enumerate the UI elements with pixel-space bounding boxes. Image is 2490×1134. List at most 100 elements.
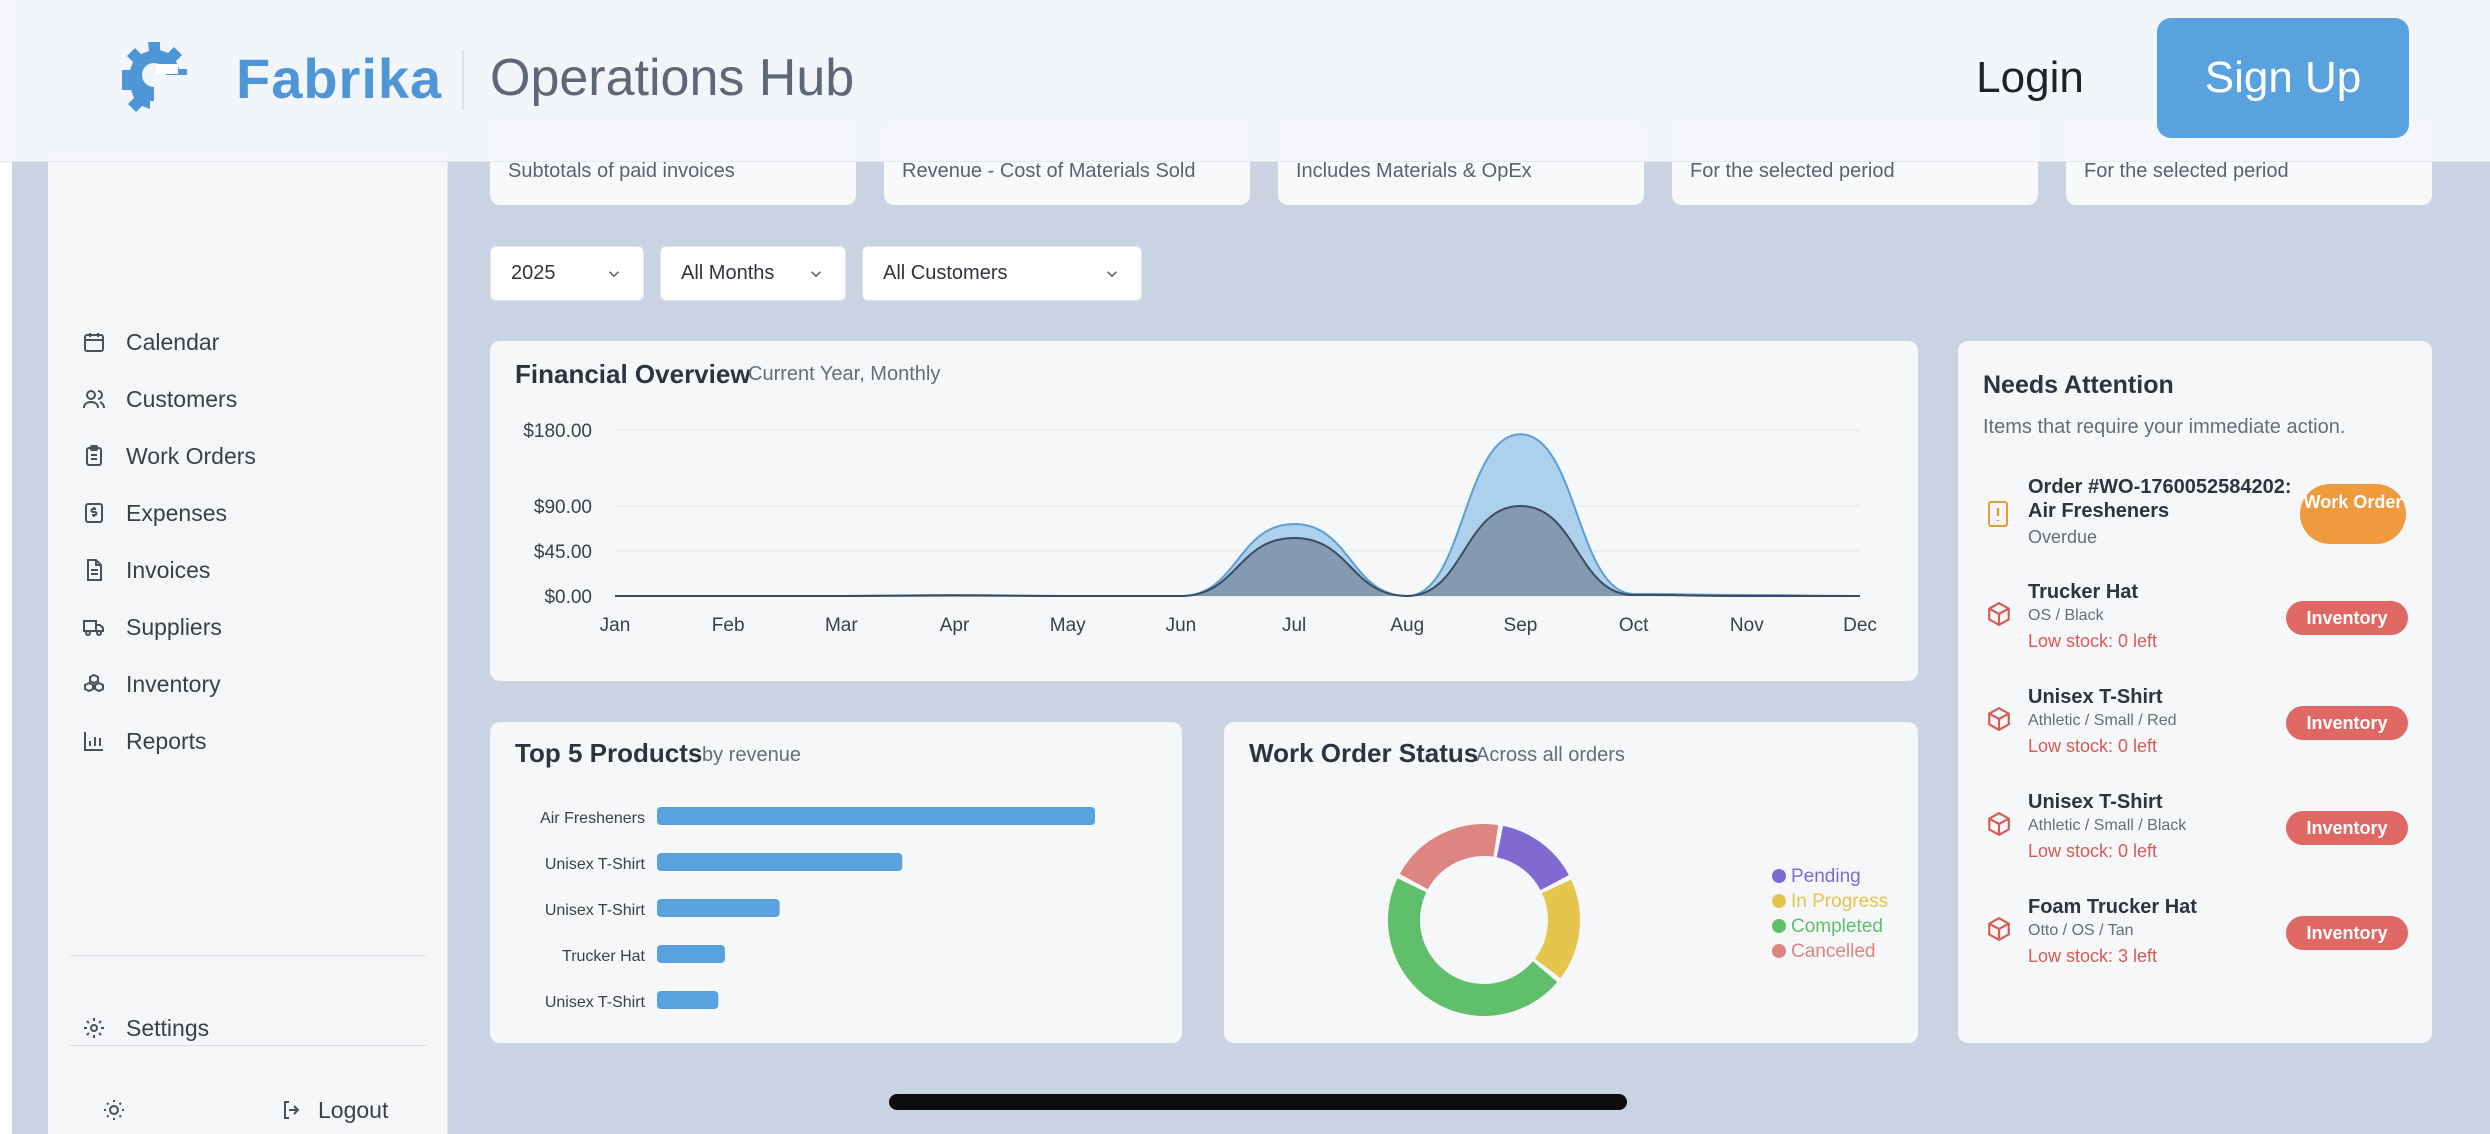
bar-category-label: Unisex T-Shirt (545, 902, 646, 919)
dollar-receipt-icon (85, 503, 103, 523)
legend-label: Completed (1791, 916, 1883, 937)
sidebar-item-label: Settings (126, 1014, 210, 1041)
users-icon (83, 390, 105, 409)
logout-icon (284, 1101, 300, 1119)
sidebar-divider (70, 955, 426, 956)
product-bar (657, 945, 725, 963)
sidebar-item-settings[interactable]: Settings (82, 1008, 209, 1048)
card-subtitle: Across all orders (1476, 744, 1625, 766)
top-products-bar-chart: Air Fresheners Unisex T-Shirt Unisex T-Shi… (540, 807, 1095, 1011)
kpi-subtitle: For the selected period (2084, 160, 2289, 182)
theme-toggle-button[interactable] (102, 1090, 126, 1130)
signup-button[interactable]: Sign Up (2157, 18, 2409, 138)
box-icon (1988, 601, 2010, 627)
attention-item-detail: Athletic / Small / Red (2028, 712, 2177, 729)
brand-name: Fabrika (236, 47, 443, 110)
card-subtitle: Items that require your immediate action… (1983, 416, 2346, 438)
product-bar (657, 853, 903, 871)
kpi-subtitle: Revenue - Cost of Materials Sold (902, 160, 1196, 182)
low-stock-alert: Low stock: 0 left (2028, 631, 2158, 651)
alert-file-icon (1988, 501, 2008, 527)
attention-item[interactable]: Trucker Hat OS / Black Low stock: 0 left… (1958, 577, 2408, 672)
header-divider (462, 50, 464, 110)
legend-label: In Progress (1791, 891, 1888, 912)
sidebar-item-reports[interactable]: Reports (82, 721, 207, 761)
attention-item-name-line2: Air Fresheners (2028, 500, 2170, 522)
sidebar-item-calendar[interactable]: Calendar (82, 322, 219, 362)
financial-area-chart: $180.00 $90.00 $45.00 $0.00 Jan Feb Mar Apr May J… (523, 421, 1877, 636)
sun-icon (104, 1100, 124, 1120)
sidebar: Calendar Customers Work Orders Expenses … (48, 150, 448, 1134)
chevron-down-icon (608, 270, 620, 277)
box-icon (1988, 706, 2010, 732)
sidebar-item-label: Work Orders (126, 442, 256, 469)
left-gutter (0, 0, 12, 1134)
sidebar-item-label: Suppliers (126, 613, 222, 640)
product-bar (657, 899, 780, 917)
gear-icon (84, 1018, 104, 1038)
attention-item[interactable]: Order #WO-1760052584202: Air Fresheners … (1958, 470, 2408, 565)
sidebar-item-label: Customers (126, 385, 238, 412)
sidebar-item-customers[interactable]: Customers (82, 379, 237, 419)
year-select[interactable]: 2025 (490, 246, 644, 301)
calendar-icon (84, 333, 104, 352)
donut-slice (1534, 879, 1580, 979)
legend-label: Cancelled (1791, 941, 1876, 962)
truck-icon (83, 620, 104, 636)
home-indicator (889, 1094, 1627, 1110)
file-text-icon (87, 559, 102, 581)
top-products-card: Top 5 Products by revenue Air Fresheners… (490, 722, 1182, 1043)
sidebar-item-work-orders[interactable]: Work Orders (82, 436, 256, 476)
donut-slice (1399, 824, 1499, 890)
attention-item[interactable]: Foam Trucker Hat Otto / OS / Tan Low sto… (1958, 892, 2408, 987)
customer-select[interactable]: All Customers (862, 246, 1142, 301)
x-tick-label: Apr (940, 615, 970, 636)
attention-item-name: Unisex T-Shirt (2028, 791, 2163, 813)
y-tick-label: $180.00 (523, 421, 592, 442)
logout-label: Logout (318, 1096, 389, 1123)
bar-category-label: Trucker Hat (562, 948, 646, 965)
x-tick-label: Oct (1619, 615, 1649, 636)
bar-category-label: Unisex T-Shirt (545, 856, 646, 873)
card-title: Financial Overview (515, 359, 751, 389)
kpi-subtitle: Includes Materials & OpEx (1296, 160, 1532, 182)
x-tick-label: Feb (712, 615, 745, 636)
attention-item-name: Order #WO-1760052584202: (2028, 476, 2292, 498)
attention-item[interactable]: Unisex T-Shirt Athletic / Small / Red Lo… (1958, 682, 2408, 777)
legend-label: Pending (1791, 866, 1861, 887)
legend-swatch (1772, 919, 1786, 933)
sidebar-item-suppliers[interactable]: Suppliers (82, 607, 222, 647)
x-tick-label: Aug (1390, 615, 1424, 636)
legend-swatch (1772, 944, 1786, 958)
kpi-subtitle: For the selected period (1690, 160, 1895, 182)
sidebar-item-inventory[interactable]: Inventory (82, 664, 221, 704)
month-select[interactable]: All Months (660, 246, 846, 301)
bar-chart-icon (84, 732, 103, 751)
page-title: Operations Hub (490, 49, 855, 107)
card-title: Top 5 Products (515, 738, 703, 768)
x-tick-label: Jan (600, 615, 631, 636)
attention-item-detail: Overdue (2028, 527, 2098, 547)
kpi-subtitle: Subtotals of paid invoices (508, 160, 735, 182)
y-tick-label: $0.00 (544, 587, 592, 608)
bar-category-label: Unisex T-Shirt (545, 994, 646, 1011)
x-tick-label: Jul (1282, 615, 1306, 636)
sidebar-item-expenses[interactable]: Expenses (82, 493, 227, 533)
inventory-badge: Inventory (2286, 706, 2408, 740)
gear-logo-icon (122, 42, 187, 112)
login-button[interactable]: Login (1950, 46, 2110, 110)
x-tick-label: Mar (825, 615, 858, 636)
sidebar-item-label: Calendar (126, 328, 220, 355)
attention-item-detail: Otto / OS / Tan (2028, 922, 2134, 939)
low-stock-alert: Low stock: 3 left (2028, 946, 2158, 966)
sidebar-item-label: Inventory (126, 670, 221, 697)
logout-button[interactable]: Logout (280, 1090, 388, 1130)
month-select-value: All Months (681, 262, 775, 284)
sidebar-item-invoices[interactable]: Invoices (82, 550, 210, 590)
attention-item[interactable]: Unisex T-Shirt Athletic / Small / Black … (1958, 787, 2408, 882)
box-icon (1988, 916, 2010, 942)
customer-select-value: All Customers (883, 262, 1008, 284)
work-order-status-card: Work Order Status Across all orders Pend… (1224, 722, 1918, 1043)
boxes-icon (84, 673, 104, 693)
low-stock-alert: Low stock: 0 left (2028, 736, 2158, 756)
